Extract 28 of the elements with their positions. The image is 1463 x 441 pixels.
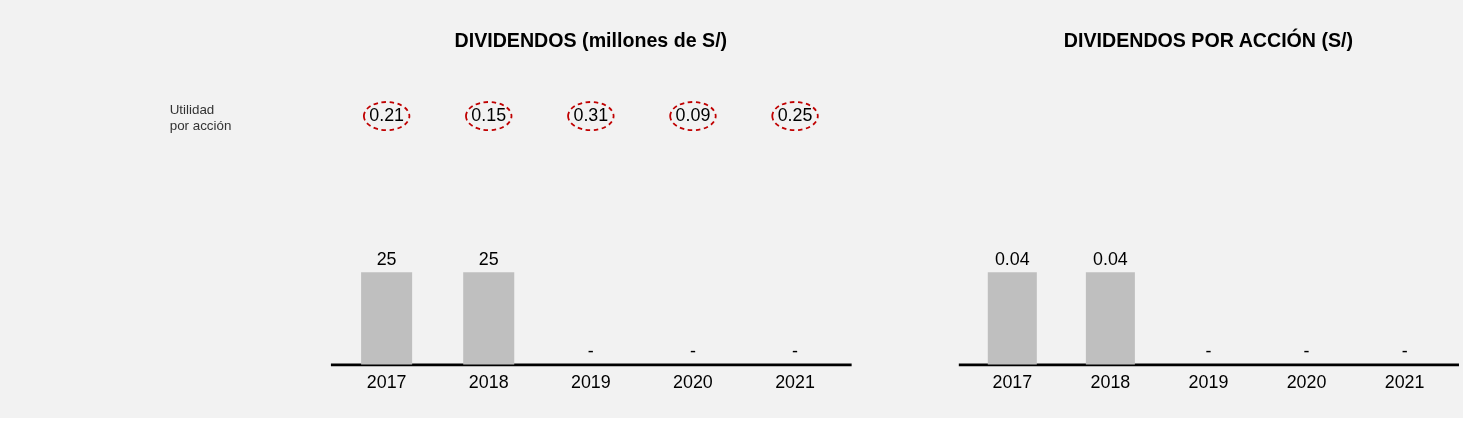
text: 0.25 — [777, 105, 813, 126]
text: - — [792, 341, 798, 362]
text: - — [1303, 341, 1310, 362]
x-tick-label: 2020 — [673, 372, 713, 393]
x-tick-label: 2020 — [1286, 372, 1327, 393]
text: 0.15 — [471, 105, 507, 126]
data-label: 0.04 — [994, 249, 1030, 270]
text: - — [1401, 341, 1408, 362]
data-label: 25 — [376, 249, 397, 270]
data-label: 25 — [478, 249, 499, 270]
x-tick-label: 2018 — [468, 372, 509, 393]
x-tick-label: 2018 — [1090, 372, 1131, 393]
x-tick-label: 2019 — [570, 372, 611, 393]
x-tick-label: 2021 — [775, 372, 815, 393]
x-tick-label: 2017 — [366, 372, 407, 393]
x-tick-label: 2021 — [1384, 372, 1425, 393]
data-label: 0.04 — [1092, 249, 1128, 270]
text: 0.09 — [675, 105, 711, 126]
text: - — [1205, 341, 1212, 362]
chart-title: DIVIDENDOS POR ACCIÓN (S/) — [1063, 28, 1354, 52]
x-tick-label: 2017 — [992, 372, 1033, 393]
text: - — [689, 341, 696, 362]
x-tick-label: 2019 — [1188, 372, 1229, 393]
text: - — [587, 341, 594, 362]
text: 0.31 — [573, 105, 609, 126]
text: Utilidad por acción — [169, 102, 232, 134]
text: 0.21 — [369, 105, 405, 126]
chart-title: DIVIDENDOS (millones de S/) — [454, 29, 728, 52]
